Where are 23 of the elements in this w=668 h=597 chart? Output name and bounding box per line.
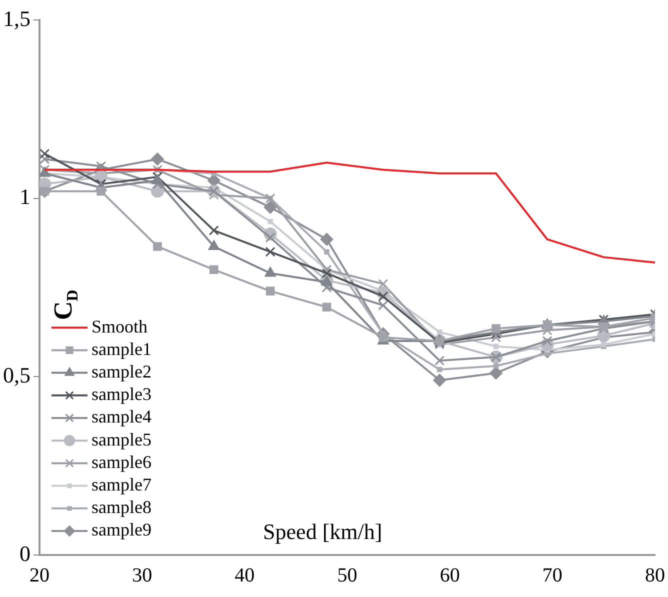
x-tick-label: 70 — [542, 564, 562, 586]
y-tick-label: 1 — [20, 184, 30, 210]
x-axis-title: Speed [km/h] — [263, 519, 382, 544]
x-tick-label: 80 — [645, 564, 665, 586]
legend-label: Smooth — [92, 316, 148, 336]
legend-label: sample6 — [92, 452, 152, 472]
x-tick-label: 50 — [337, 564, 358, 586]
x-tick-label: 30 — [132, 564, 152, 586]
legend-label: sample5 — [92, 429, 152, 450]
y-tick-label: 0,5 — [3, 362, 30, 388]
y-tick-label: 1,5 — [3, 6, 30, 31]
x-tick-label: 20 — [30, 564, 50, 586]
legend-label: sample2 — [92, 362, 152, 382]
y-axis-title: CD — [48, 290, 82, 320]
legend-label: sample4 — [92, 406, 152, 427]
legend-label: sample8 — [92, 497, 152, 518]
x-tick-label: 40 — [234, 564, 255, 586]
legend-label: sample1 — [92, 338, 152, 359]
x-tick-label: 60 — [440, 564, 460, 586]
legend-label: sample9 — [92, 520, 152, 540]
legend-label: sample3 — [92, 384, 152, 404]
y-tick-label: 0 — [20, 540, 30, 566]
legend-label: sample7 — [92, 474, 152, 495]
